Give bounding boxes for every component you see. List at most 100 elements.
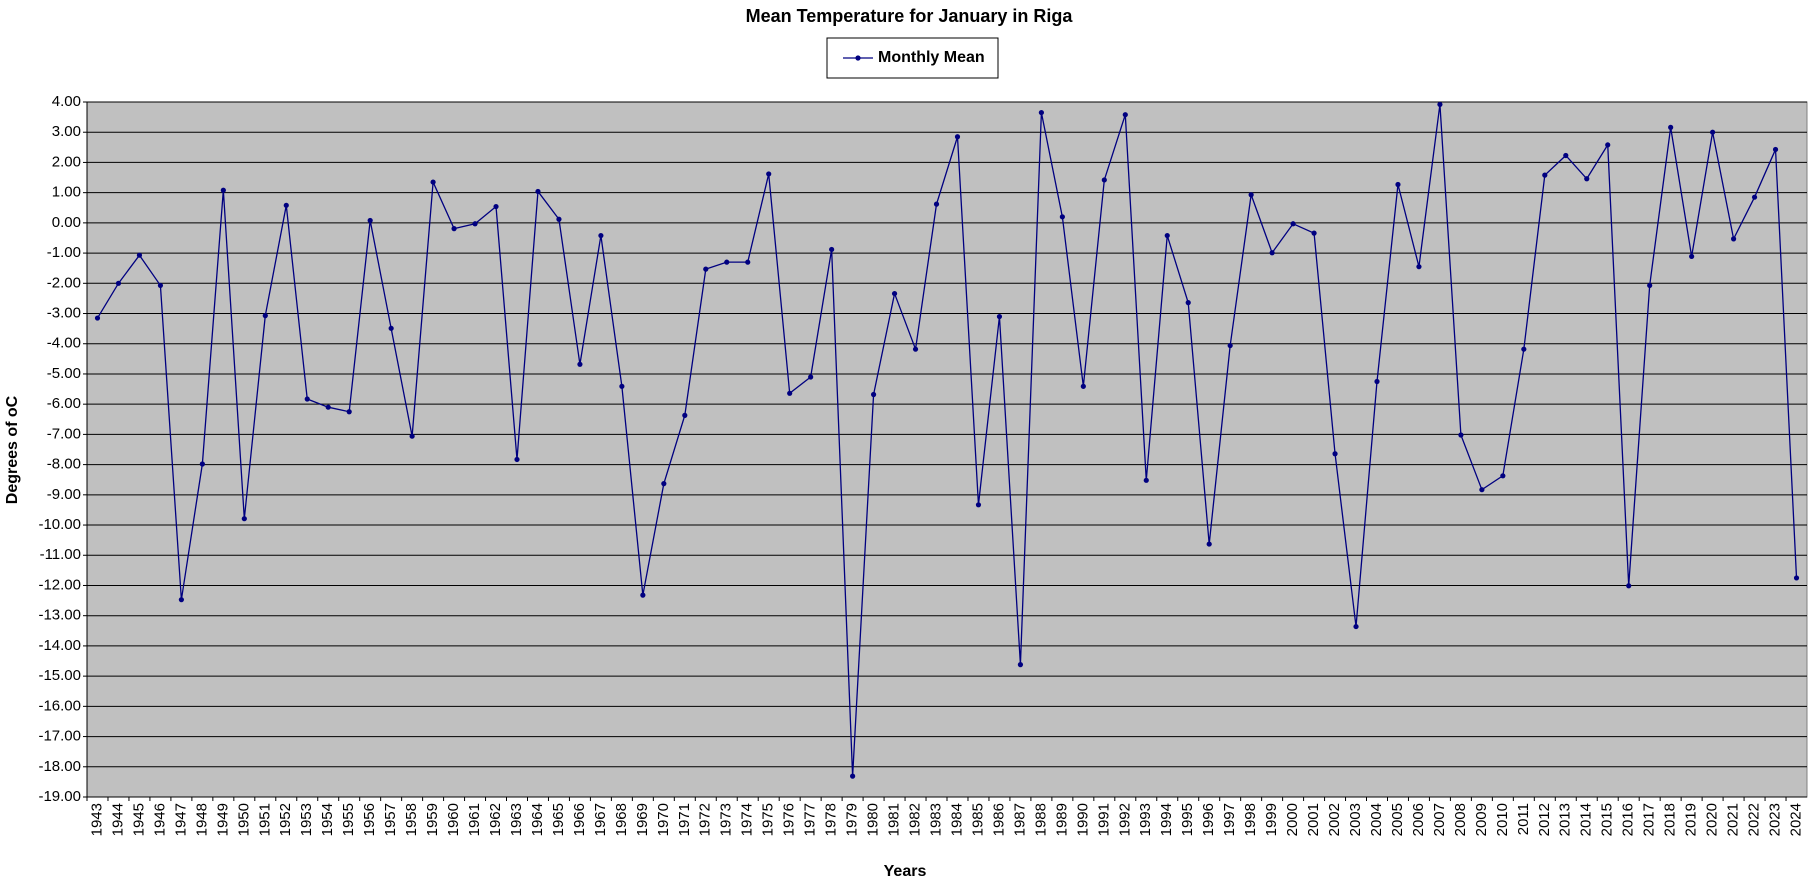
x-tick-label: 1963 xyxy=(508,803,525,836)
data-point xyxy=(1416,264,1422,270)
x-tick-label: 2019 xyxy=(1683,803,1700,836)
data-point xyxy=(850,773,856,779)
data-point xyxy=(115,280,122,286)
y-tick-label: -13.00 xyxy=(38,607,81,624)
x-tick-label: 2001 xyxy=(1305,803,1322,836)
x-tick-label: 1998 xyxy=(1242,803,1259,836)
data-point xyxy=(598,232,604,239)
data-point xyxy=(1101,177,1107,183)
x-tick-label: 1983 xyxy=(927,803,944,836)
data-point xyxy=(94,315,101,321)
data-point xyxy=(1269,250,1275,256)
y-tick-label: -8.00 xyxy=(47,456,81,473)
y-tick-label: -10.00 xyxy=(38,516,81,533)
x-tick-label: 1953 xyxy=(298,803,315,836)
x-tick-label: 1985 xyxy=(969,803,986,836)
x-tick-label: 1970 xyxy=(655,803,672,836)
x-tick-label: 1977 xyxy=(802,803,819,836)
data-point xyxy=(870,391,877,398)
data-point xyxy=(1563,152,1569,159)
y-tick-label: -4.00 xyxy=(47,335,81,352)
x-tick-label: 2003 xyxy=(1347,803,1364,836)
x-tick-label: 1950 xyxy=(235,803,252,836)
data-point xyxy=(1311,230,1317,236)
x-tick-label: 1989 xyxy=(1053,803,1070,836)
chart-title: Mean Temperature for January in Riga xyxy=(746,6,1074,26)
x-tick-label: 1956 xyxy=(361,803,378,836)
data-point xyxy=(409,433,415,439)
data-point xyxy=(1122,112,1128,118)
data-point xyxy=(912,346,919,352)
data-point xyxy=(975,502,982,508)
x-tick-label: 2008 xyxy=(1452,803,1469,836)
x-tick-label: 1994 xyxy=(1158,803,1175,836)
data-point xyxy=(1772,146,1779,153)
y-tick-label: -12.00 xyxy=(38,576,81,593)
x-tick-label: 2024 xyxy=(1787,803,1804,836)
x-tick-label: 1961 xyxy=(466,803,483,836)
x-tick-label: 1974 xyxy=(739,803,756,836)
data-point xyxy=(724,259,730,265)
x-tick-label: 1952 xyxy=(277,803,294,836)
x-tick-label: 2022 xyxy=(1746,803,1763,836)
x-tick-label: 1964 xyxy=(529,803,546,836)
data-point xyxy=(1017,662,1024,668)
x-tick-label: 1971 xyxy=(676,803,693,836)
data-point xyxy=(1730,236,1737,242)
data-point xyxy=(178,597,184,603)
x-tick-label: 1978 xyxy=(823,803,840,836)
y-tick-label: 4.00 xyxy=(52,93,81,110)
data-point xyxy=(1668,124,1674,130)
x-tick-label: 1969 xyxy=(634,803,651,836)
data-point xyxy=(1290,221,1296,227)
data-point xyxy=(535,188,541,195)
x-tick-label: 1965 xyxy=(550,803,567,836)
x-tick-label: 1966 xyxy=(571,803,588,836)
legend: Monthly Mean xyxy=(826,37,999,79)
x-tick-label: 2014 xyxy=(1578,803,1595,836)
x-tick-label: 1980 xyxy=(865,803,882,836)
x-tick-label: 1979 xyxy=(844,803,861,836)
x-tick-label: 2012 xyxy=(1536,803,1553,836)
data-point xyxy=(1605,142,1611,148)
y-tick-label: -5.00 xyxy=(47,365,81,382)
data-point xyxy=(430,179,436,185)
x-tick-label: 2005 xyxy=(1389,803,1406,836)
legend-label: Monthly Mean xyxy=(878,49,985,66)
data-point xyxy=(493,203,499,210)
y-tick-label: -1.00 xyxy=(47,244,81,261)
data-point xyxy=(1521,346,1527,352)
x-tick-label: 1967 xyxy=(592,803,609,836)
data-point xyxy=(157,282,164,289)
x-tick-label: 2017 xyxy=(1641,803,1658,836)
data-point xyxy=(451,226,457,232)
x-tick-label: 1990 xyxy=(1074,803,1091,836)
x-tick-label: 1982 xyxy=(907,803,924,836)
x-tick-label: 1945 xyxy=(130,803,147,836)
x-tick-label: 2002 xyxy=(1326,803,1343,836)
data-point xyxy=(1584,176,1590,182)
x-tick-label: 2013 xyxy=(1557,803,1574,836)
data-point xyxy=(472,221,478,227)
plot-area xyxy=(86,101,1808,798)
data-point xyxy=(1164,232,1170,239)
x-tick-label: 1991 xyxy=(1095,803,1112,836)
x-tick-label: 2004 xyxy=(1368,803,1385,836)
data-point xyxy=(1227,342,1233,349)
data-point xyxy=(1248,192,1254,198)
data-point xyxy=(1500,473,1506,479)
data-point xyxy=(1710,129,1716,135)
y-tick-label: -11.00 xyxy=(40,546,81,563)
x-axis-title: Years xyxy=(884,863,927,880)
y-tick-label: 2.00 xyxy=(52,153,81,170)
data-point xyxy=(1479,487,1485,493)
x-tick-label: 1947 xyxy=(172,803,189,836)
x-tick-label: 1981 xyxy=(886,803,903,836)
x-tick-label: 1988 xyxy=(1032,803,1049,836)
series-line xyxy=(96,104,1798,777)
x-tick-label: 2015 xyxy=(1599,803,1616,836)
y-tick-label: -17.00 xyxy=(38,728,81,745)
x-tick-label: 1993 xyxy=(1137,803,1154,836)
x-tick-label: 1995 xyxy=(1179,803,1196,836)
data-point xyxy=(514,456,520,463)
